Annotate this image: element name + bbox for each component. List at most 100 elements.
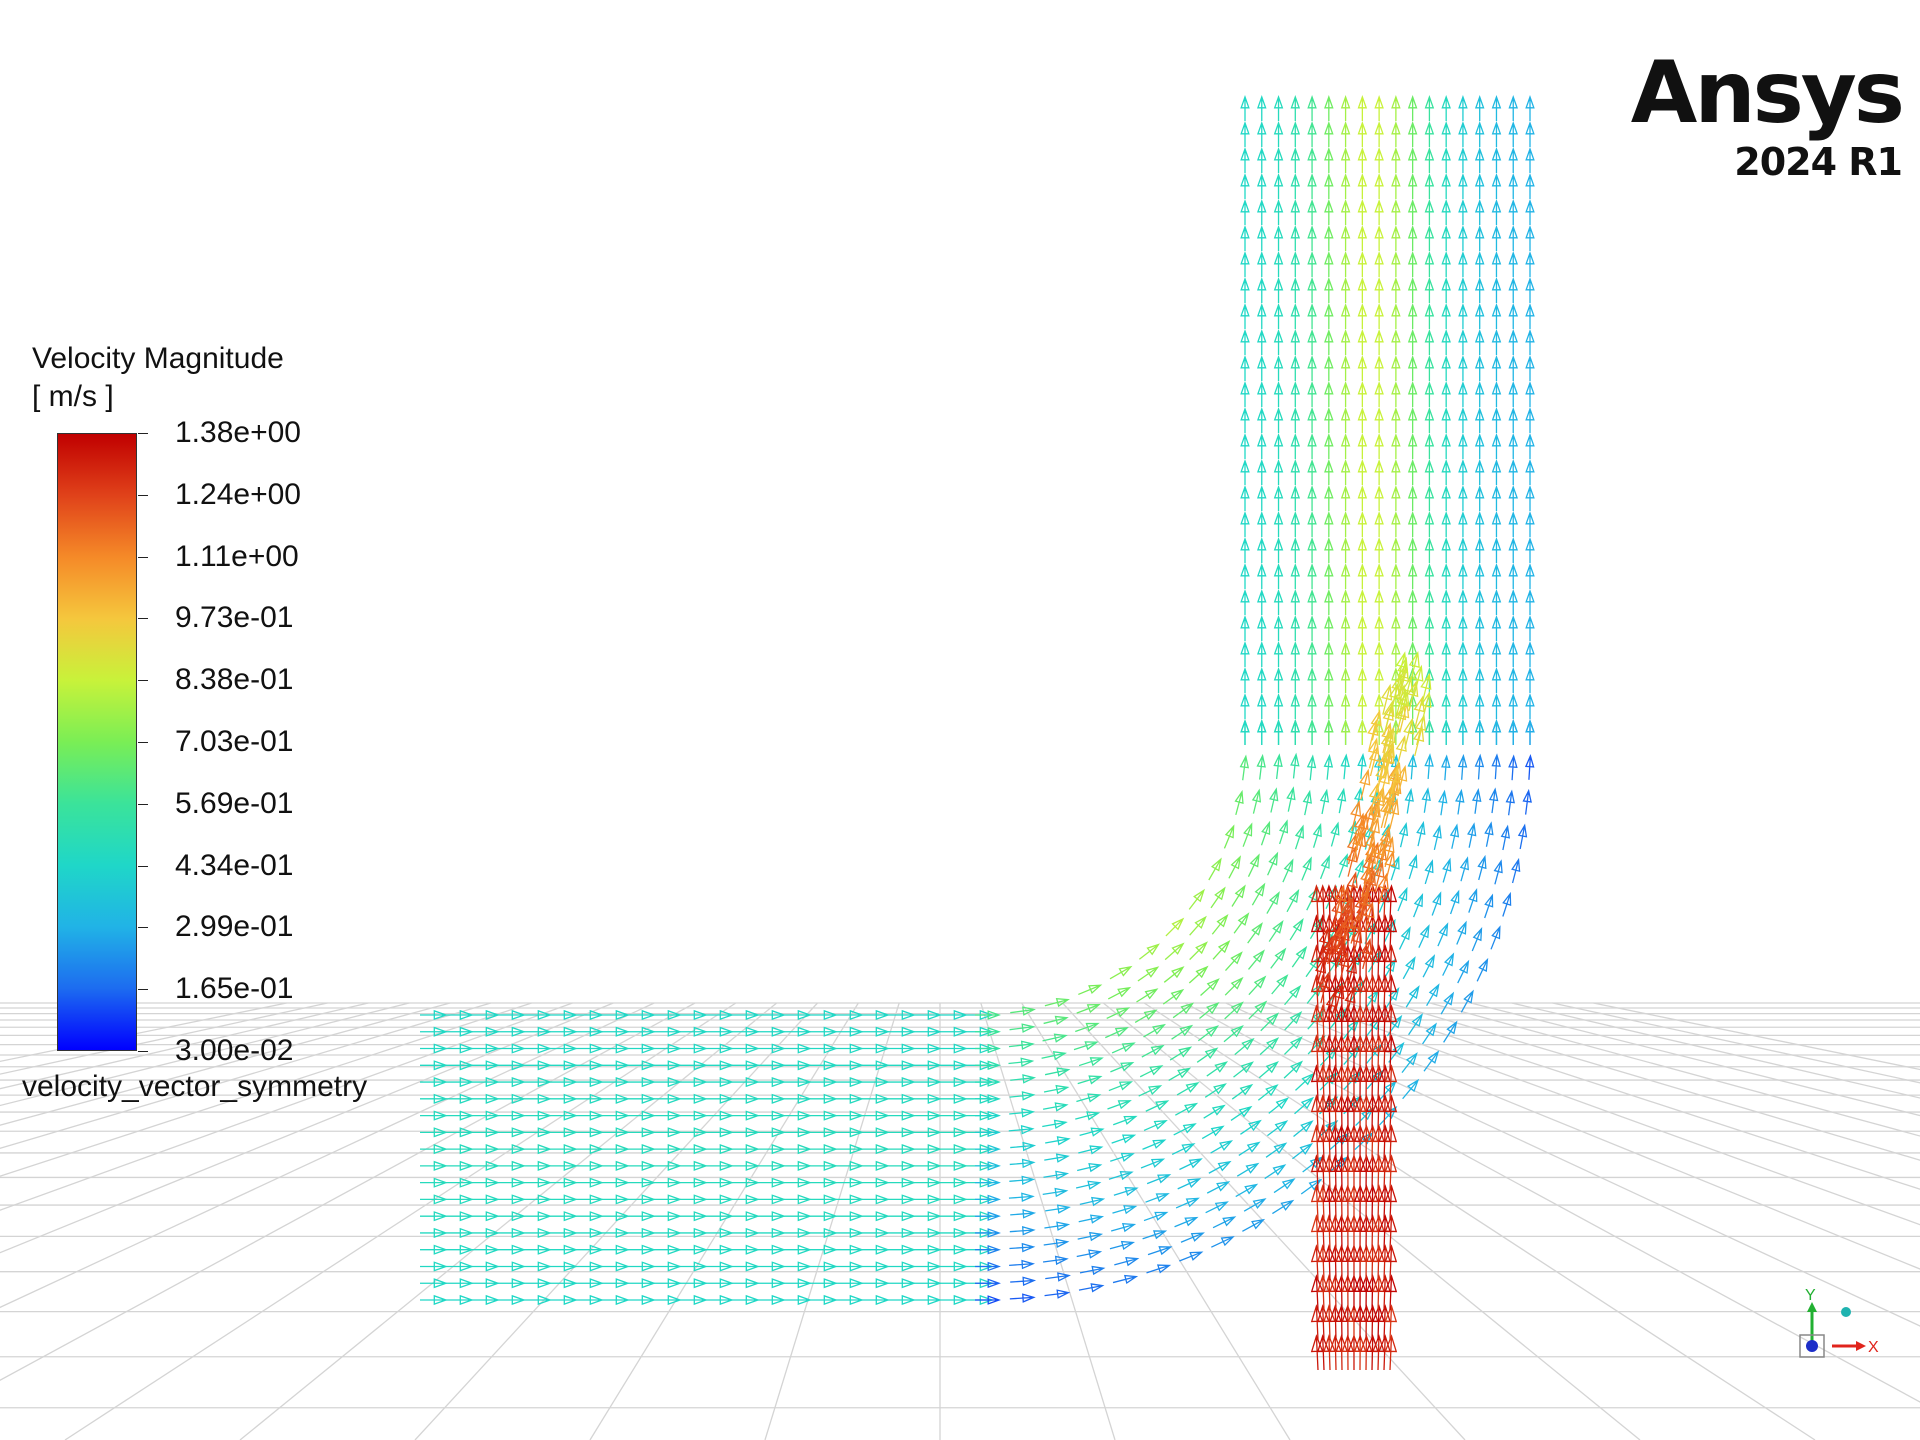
velocity-vector: [1284, 1037, 1301, 1054]
velocity-vector: [862, 1178, 888, 1186]
velocity-vector: [1241, 279, 1249, 303]
velocity-vector: [1359, 305, 1367, 329]
velocity-vector: [1380, 1082, 1396, 1100]
velocity-vector: [810, 1095, 836, 1103]
velocity-vector: [888, 1011, 914, 1019]
velocity-vector: [1442, 513, 1450, 537]
velocity-vector: [1409, 123, 1417, 147]
velocity-vector: [1189, 890, 1204, 909]
velocity-vector: [914, 1145, 940, 1153]
velocity-vector: [836, 1246, 862, 1254]
velocity-vector: [940, 1279, 966, 1287]
velocity-vector: [1398, 889, 1407, 911]
velocity-vector: [732, 1178, 758, 1186]
velocity-vector: [1163, 990, 1182, 1004]
velocity-vector: [1235, 1039, 1253, 1054]
velocity-vector: [1294, 1121, 1313, 1136]
velocity-vector: [975, 1061, 999, 1069]
velocity-vector: [1409, 175, 1417, 199]
velocity-vector: [758, 1212, 784, 1220]
velocity-vector: [654, 1296, 680, 1304]
velocity-vector: [1212, 915, 1227, 934]
velocity-vector: [1477, 960, 1487, 982]
velocity-vector: [680, 1195, 706, 1203]
velocity-vector: [862, 1095, 888, 1103]
velocity-vector: [1442, 539, 1450, 563]
velocity-vector: [1442, 461, 1450, 485]
velocity-vector: [1291, 409, 1299, 433]
velocity-vector: [1526, 756, 1534, 780]
velocity-vector: [1438, 924, 1448, 946]
velocity-vector: [1136, 989, 1156, 1002]
velocity-vector: [888, 1212, 914, 1220]
velocity-vector: [732, 1011, 758, 1019]
velocity-vector: [680, 1246, 706, 1254]
velocity-vector: [1291, 755, 1299, 779]
axis-triad[interactable]: X Y: [1800, 1287, 1879, 1357]
velocity-vector: [1308, 201, 1316, 225]
velocity-vector: [1442, 383, 1450, 407]
velocity-vector: [1275, 123, 1283, 147]
velocity-vector: [1241, 409, 1249, 433]
velocity-vector: [1190, 917, 1206, 935]
velocity-vector: [1392, 435, 1400, 459]
velocity-vector: [784, 1178, 810, 1186]
velocity-vector: [1258, 539, 1266, 563]
velocity-vector: [758, 1246, 784, 1254]
velocity-vector: [975, 1196, 999, 1204]
velocity-vector: [1232, 886, 1245, 906]
colorbar-tick: [138, 680, 148, 681]
velocity-vector: [1241, 383, 1249, 407]
velocity-vector: [1468, 824, 1476, 847]
velocity-vector: [1526, 383, 1534, 407]
velocity-vector: [732, 1246, 758, 1254]
velocity-vector: [1043, 1103, 1067, 1111]
velocity-vector: [1493, 97, 1501, 121]
velocity-vector: [1139, 945, 1158, 960]
velocity-vector: [1241, 565, 1249, 589]
velocity-vector: [1409, 1015, 1422, 1035]
velocity-vector: [784, 1296, 810, 1304]
velocity-vector: [1138, 967, 1158, 981]
velocity-vector: [1074, 1042, 1097, 1050]
velocity-vector: [1044, 1086, 1068, 1094]
velocity-vector: [1291, 435, 1299, 459]
velocity-vector: [1291, 253, 1299, 277]
velocity-vector: [1010, 1160, 1034, 1168]
velocity-vector: [524, 1212, 550, 1220]
velocity-vector: [862, 1061, 888, 1069]
velocity-vector: [975, 1212, 999, 1220]
velocity-vector: [1078, 985, 1100, 994]
velocity-vector: [1141, 1159, 1163, 1168]
velocity-vector: [1342, 175, 1350, 199]
velocity-vector: [1459, 539, 1467, 563]
velocity-vector: [1526, 539, 1534, 563]
colorbar-tick: [138, 742, 148, 743]
velocity-vector: [1526, 617, 1534, 641]
velocity-vector: [1509, 279, 1517, 303]
velocity-vector: [1241, 756, 1249, 780]
velocity-vector: [1275, 669, 1283, 693]
velocity-vector: [1275, 539, 1283, 563]
velocity-vector: [1045, 1137, 1069, 1145]
velocity-vector: [914, 1061, 940, 1069]
velocity-vector: [1375, 175, 1383, 199]
velocity-vector: [1459, 513, 1467, 537]
velocity-vector: [1526, 487, 1534, 511]
velocity-vector: [1077, 1005, 1099, 1014]
velocity-vector: [550, 1095, 576, 1103]
velocity-vector: [576, 1145, 602, 1153]
velocity-vector: [1375, 149, 1383, 173]
velocity-vector: [1509, 435, 1517, 459]
velocity-vector: [1385, 852, 1394, 881]
velocity-vector: [1409, 305, 1417, 329]
velocity-vector: [524, 1279, 550, 1287]
velocity-vector: [420, 1296, 446, 1304]
velocity-vector: [1493, 721, 1501, 745]
velocity-vector: [1375, 539, 1383, 563]
velocity-vector: [784, 1011, 810, 1019]
velocity-vector: [1342, 123, 1350, 147]
velocity-vector: [975, 1095, 999, 1103]
velocity-vector: [1261, 1014, 1278, 1031]
